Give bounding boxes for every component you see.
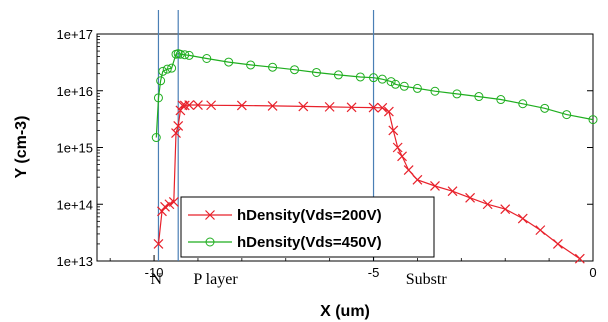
data-point	[180, 50, 190, 60]
data-point	[246, 60, 256, 70]
data-point	[452, 89, 462, 99]
data-point	[184, 100, 195, 110]
data-point	[390, 79, 400, 89]
data-point	[290, 65, 300, 75]
data-point	[368, 102, 379, 113]
data-point	[175, 49, 185, 59]
data-point	[156, 76, 166, 86]
data-point	[397, 151, 407, 162]
data-point	[403, 165, 414, 176]
data-point	[162, 64, 172, 74]
data-point	[355, 72, 365, 82]
data-point	[496, 95, 506, 105]
data-point	[268, 62, 278, 72]
region-label: P layer	[193, 271, 238, 288]
data-point	[267, 101, 278, 111]
x-tick-label: -10	[145, 265, 164, 280]
data-point	[369, 73, 379, 83]
region-label: Substr	[406, 271, 448, 288]
data-point	[298, 101, 309, 112]
data-point	[168, 196, 179, 207]
region-annotations: N P layer Substr	[150, 271, 447, 288]
data-point	[447, 186, 458, 197]
y-tick-label: 1e+14	[56, 197, 93, 212]
data-point	[377, 74, 387, 84]
legend-items: hDensity(Vds=200V) hDensity(Vds=450V)	[188, 207, 382, 251]
data-point	[324, 101, 335, 112]
data-point	[377, 102, 388, 113]
data-point	[392, 142, 403, 153]
legend-label: hDensity(Vds=200V)	[237, 207, 382, 224]
x-tick-label: 0	[589, 265, 596, 280]
x-axis: -10 -5 0	[109, 255, 597, 280]
series-2	[151, 49, 598, 143]
data-point	[202, 54, 212, 64]
data-point	[500, 204, 511, 215]
y-tick-label: 1e+17	[56, 27, 93, 42]
region-label: N	[150, 271, 162, 288]
data-point	[206, 100, 217, 111]
y-tick-label: 1e+13	[56, 254, 93, 269]
y-tick-label: 1e+16	[56, 84, 93, 99]
data-point	[412, 83, 422, 93]
data-point	[151, 133, 161, 143]
data-point	[540, 103, 550, 113]
data-point	[193, 100, 203, 110]
data-point	[474, 92, 484, 102]
data-point	[388, 125, 399, 136]
data-point	[346, 102, 357, 113]
data-point	[167, 63, 177, 73]
data-point	[552, 238, 563, 249]
legend-marker	[205, 210, 215, 220]
data-point	[588, 115, 598, 125]
data-point	[430, 86, 440, 96]
data-point	[574, 253, 585, 264]
legend: hDensity(Vds=200V) hDensity(Vds=450V)	[180, 196, 435, 258]
data-point	[383, 106, 394, 117]
legend-label: hDensity(Vds=450V)	[237, 234, 382, 251]
y-tick-label: 1e+15	[56, 141, 93, 156]
data-point	[160, 201, 170, 212]
y-axis: 1e+13 1e+14 1e+15 1e+16 1e+17	[56, 27, 593, 269]
data-point	[153, 93, 163, 103]
legend-box	[180, 196, 435, 258]
data-point	[333, 70, 343, 80]
data-point	[517, 213, 528, 224]
data-point	[399, 81, 409, 91]
data-point	[465, 192, 476, 203]
data-point	[153, 238, 164, 249]
data-point	[224, 57, 234, 67]
data-point	[430, 181, 440, 191]
series-group	[151, 49, 598, 264]
data-point	[173, 120, 184, 131]
legend-marker	[205, 237, 215, 247]
data-point	[482, 199, 493, 210]
series-1	[153, 100, 585, 264]
data-point	[386, 77, 396, 87]
data-point	[535, 225, 546, 236]
data-point	[412, 174, 423, 185]
series-line	[155, 53, 594, 138]
data-point	[179, 100, 190, 111]
data-point	[562, 110, 572, 120]
data-point	[171, 128, 181, 138]
data-point	[518, 99, 528, 109]
data-point	[236, 100, 247, 111]
data-point	[184, 50, 194, 60]
y-axis-title: Y (cm-3)	[13, 116, 30, 179]
data-point	[311, 67, 321, 77]
x-tick-label: -5	[368, 265, 380, 280]
x-axis-title: X (um)	[320, 303, 370, 320]
data-point	[158, 66, 168, 76]
